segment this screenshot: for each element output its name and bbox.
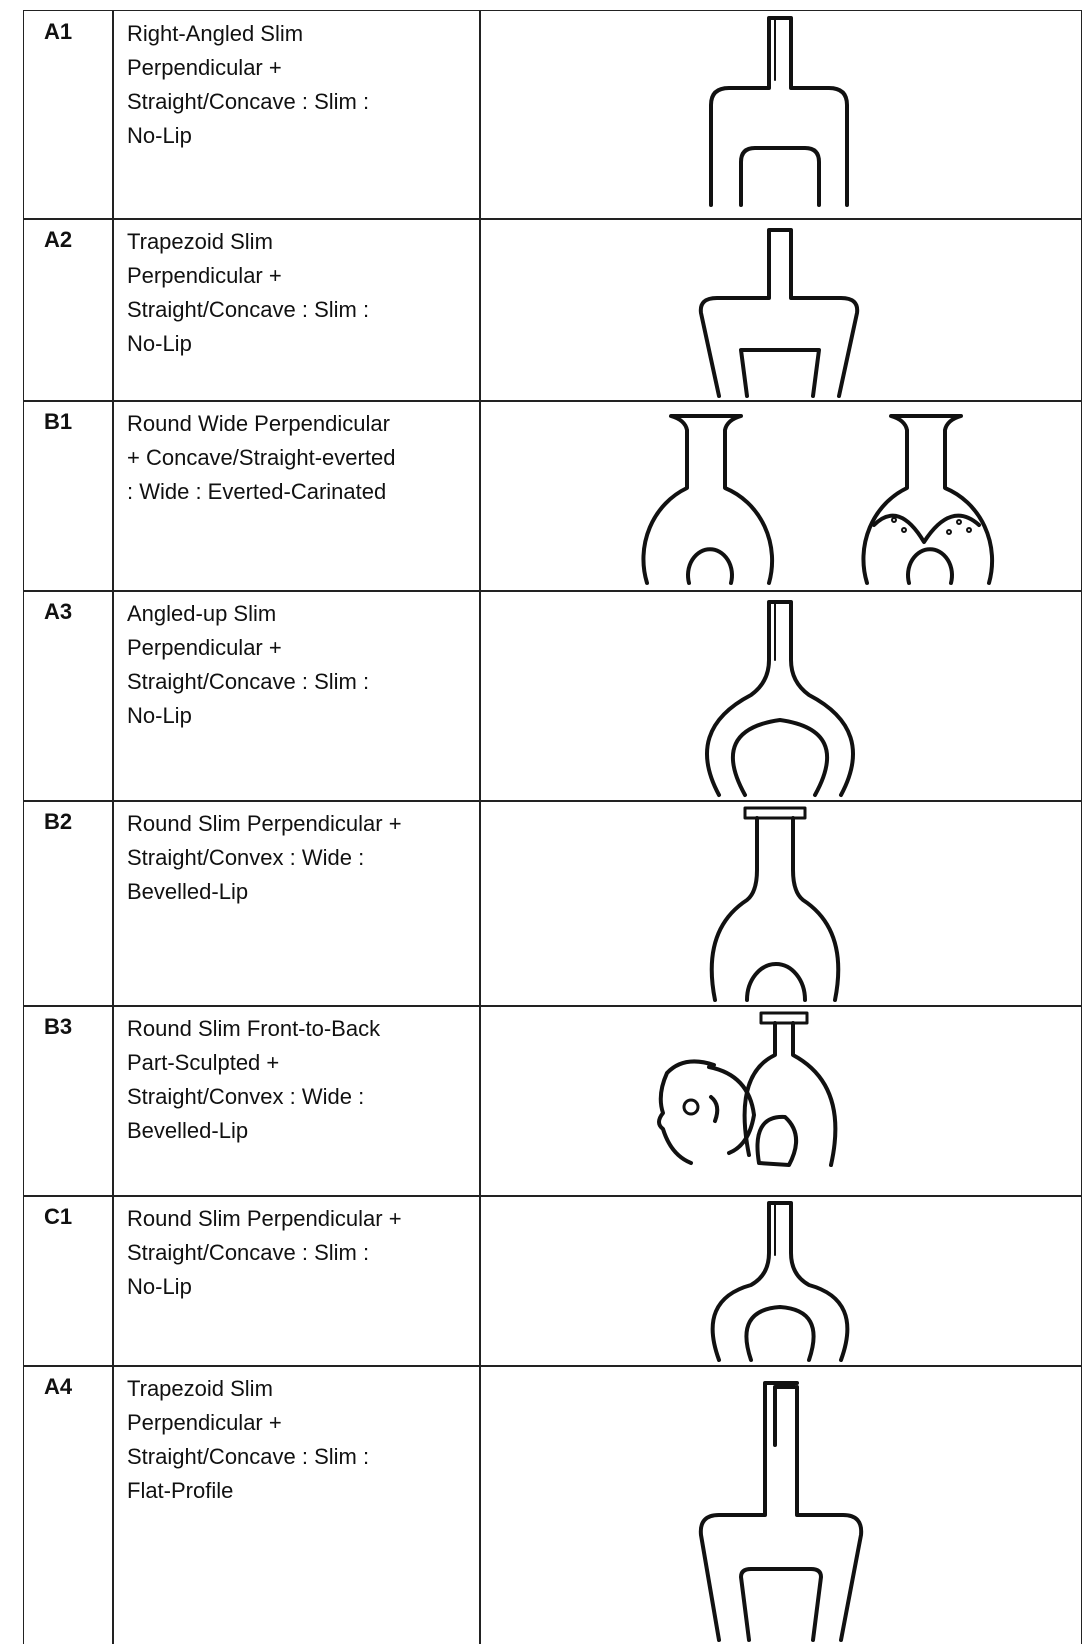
row-id: A4: [23, 1365, 114, 1644]
row-id: B1: [23, 400, 114, 592]
description-line: Trapezoid Slim: [127, 229, 273, 254]
description-line: Perpendicular +: [127, 263, 282, 288]
row-id: A3: [23, 590, 114, 802]
description-line: + Concave/Straight-everted: [127, 445, 396, 470]
description-line: Angled-up Slim: [127, 601, 277, 626]
description-line: Straight/Concave : Slim :: [127, 1240, 370, 1265]
description-line: Round Wide Perpendicular: [127, 411, 390, 436]
vessel-drawing: [657, 1011, 838, 1167]
description-line: No-Lip: [127, 331, 192, 356]
vessel-drawing: [705, 600, 855, 797]
description-line: Right-Angled Slim: [127, 21, 304, 46]
row-id: B2: [23, 800, 114, 1007]
description-line: Bevelled-Lip: [127, 1118, 249, 1143]
description-line: Flat-Profile: [127, 1478, 234, 1503]
description-line: Straight/Concave : Slim :: [127, 89, 370, 114]
description-line: Straight/Convex : Wide :: [127, 1084, 365, 1109]
vessel-drawing: [641, 414, 995, 585]
row-description: Right-Angled Slim Perpendicular + Straight…: [112, 10, 481, 220]
description-line: Straight/Concave : Slim :: [127, 669, 370, 694]
description-line: Part-Sculpted +: [127, 1050, 280, 1075]
row-id: A1: [23, 10, 114, 220]
row-description: Round Slim Perpendicular + Straight/Conve…: [112, 800, 481, 1007]
description-line: : Wide : Everted-Carinated: [127, 479, 387, 504]
description-line: Bevelled-Lip: [127, 879, 249, 904]
vessel-drawing: [698, 1381, 864, 1642]
description-line: Straight/Convex : Wide :: [127, 845, 365, 870]
image-cell: [479, 1195, 1082, 1367]
row-id: A2: [23, 218, 114, 402]
description-line: Round Slim Front-to-Back: [127, 1016, 381, 1041]
row-description: Round Wide Perpendicular + Concave/Straig…: [112, 400, 481, 592]
row-description: Trapezoid Slim Perpendicular + Straight/Co…: [112, 218, 481, 402]
description-line: Trapezoid Slim: [127, 1376, 273, 1401]
image-cell: [479, 800, 1082, 1007]
description-line: Straight/Concave : Slim :: [127, 297, 370, 322]
vessel-drawing: [698, 228, 860, 398]
description-line: No-Lip: [127, 1274, 192, 1299]
image-cell: [479, 1365, 1082, 1644]
description-line: Round Slim Perpendicular +: [127, 811, 402, 836]
row-description: Trapezoid Slim Perpendicular + Straight/Co…: [112, 1365, 481, 1644]
vessel-drawing: [709, 16, 849, 207]
row-id: C1: [23, 1195, 114, 1367]
description-line: No-Lip: [127, 123, 192, 148]
description-line: No-Lip: [127, 703, 192, 728]
row-description: Angled-up Slim Perpendicular + Straight/Co…: [112, 590, 481, 802]
image-cell: [479, 10, 1082, 220]
vessel-drawing: [709, 806, 841, 1002]
description-line: Perpendicular +: [127, 635, 282, 660]
row-description: Round Slim Front-to-Back Part-Sculpted + S…: [112, 1005, 481, 1197]
image-cell: [479, 218, 1082, 402]
description-line: Round Slim Perpendicular +: [127, 1206, 402, 1231]
vessel-drawing: [710, 1201, 850, 1362]
row-id: B3: [23, 1005, 114, 1197]
description-line: Perpendicular +: [127, 1410, 282, 1435]
description-line: Straight/Concave : Slim :: [127, 1444, 370, 1469]
image-cell: [479, 1005, 1082, 1197]
image-cell: [479, 590, 1082, 802]
description-line: Perpendicular +: [127, 55, 282, 80]
row-description: Round Slim Perpendicular + Straight/Conca…: [112, 1195, 481, 1367]
image-cell: [479, 400, 1082, 592]
